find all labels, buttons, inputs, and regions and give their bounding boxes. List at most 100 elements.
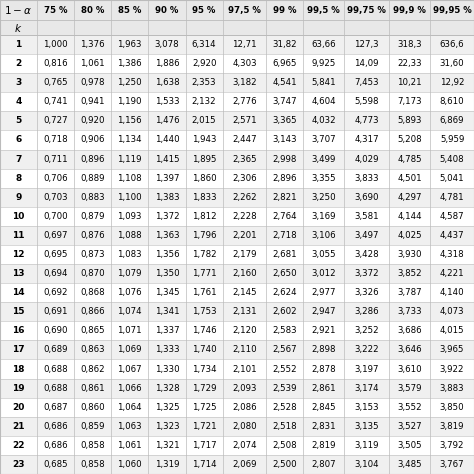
Bar bbox=[36, 73, 74, 92]
Text: 1,064: 1,064 bbox=[118, 403, 142, 412]
Bar bbox=[303, 359, 344, 379]
Text: 3,326: 3,326 bbox=[354, 288, 379, 297]
Text: 0,866: 0,866 bbox=[80, 307, 105, 316]
Bar bbox=[223, 340, 266, 359]
Text: 1,079: 1,079 bbox=[118, 269, 142, 278]
Bar bbox=[36, 283, 74, 302]
Bar bbox=[389, 111, 430, 130]
Bar bbox=[185, 436, 223, 455]
Text: 2,571: 2,571 bbox=[232, 117, 257, 126]
Text: 23: 23 bbox=[12, 460, 25, 469]
Text: 3,485: 3,485 bbox=[397, 460, 422, 469]
Text: 0,865: 0,865 bbox=[80, 326, 105, 335]
Bar bbox=[0, 35, 36, 54]
Text: 0,863: 0,863 bbox=[80, 346, 105, 355]
Text: 1,753: 1,753 bbox=[192, 307, 217, 316]
Text: 1,717: 1,717 bbox=[192, 441, 217, 450]
Text: 1,356: 1,356 bbox=[155, 250, 179, 259]
Text: 3,250: 3,250 bbox=[311, 193, 336, 202]
Bar bbox=[430, 359, 474, 379]
Bar bbox=[430, 379, 474, 398]
Text: 0,727: 0,727 bbox=[43, 117, 68, 126]
Text: 3,197: 3,197 bbox=[354, 365, 379, 374]
Bar bbox=[303, 149, 344, 169]
Bar bbox=[185, 379, 223, 398]
Bar bbox=[74, 321, 111, 340]
Bar bbox=[36, 398, 74, 417]
Text: 6,314: 6,314 bbox=[192, 40, 217, 49]
Text: 0,700: 0,700 bbox=[43, 212, 68, 221]
Bar bbox=[389, 321, 430, 340]
Bar bbox=[303, 111, 344, 130]
Text: 4,773: 4,773 bbox=[354, 117, 379, 126]
Text: 85 %: 85 % bbox=[118, 6, 141, 15]
Text: 0,906: 0,906 bbox=[80, 136, 105, 145]
Bar bbox=[389, 73, 430, 92]
Bar bbox=[111, 226, 148, 245]
Bar bbox=[430, 20, 474, 35]
Bar bbox=[266, 149, 303, 169]
Text: 2,831: 2,831 bbox=[311, 422, 336, 431]
Bar bbox=[303, 130, 344, 149]
Text: 63,66: 63,66 bbox=[311, 40, 336, 49]
Bar bbox=[185, 359, 223, 379]
Text: 6,869: 6,869 bbox=[440, 117, 465, 126]
Bar bbox=[111, 245, 148, 264]
Text: 1,071: 1,071 bbox=[118, 326, 142, 335]
Text: 3,922: 3,922 bbox=[440, 365, 465, 374]
Text: 4,221: 4,221 bbox=[440, 269, 465, 278]
Text: 17: 17 bbox=[12, 346, 25, 355]
Bar bbox=[266, 130, 303, 149]
Bar bbox=[344, 417, 389, 436]
Bar bbox=[430, 283, 474, 302]
Text: 1,771: 1,771 bbox=[192, 269, 217, 278]
Bar bbox=[266, 321, 303, 340]
Bar bbox=[223, 188, 266, 207]
Bar bbox=[344, 398, 389, 417]
Text: 1,746: 1,746 bbox=[192, 326, 217, 335]
Bar bbox=[36, 436, 74, 455]
Text: 1,119: 1,119 bbox=[118, 155, 142, 164]
Bar bbox=[36, 226, 74, 245]
Bar bbox=[303, 20, 344, 35]
Text: 1,321: 1,321 bbox=[155, 441, 179, 450]
Text: 8,610: 8,610 bbox=[440, 97, 465, 106]
Text: 1,063: 1,063 bbox=[118, 422, 142, 431]
Bar bbox=[148, 0, 185, 20]
Bar bbox=[36, 54, 74, 73]
Bar bbox=[303, 321, 344, 340]
Text: 2,120: 2,120 bbox=[232, 326, 257, 335]
Text: 1,341: 1,341 bbox=[155, 307, 179, 316]
Text: 3,372: 3,372 bbox=[354, 269, 379, 278]
Text: 3,365: 3,365 bbox=[273, 117, 297, 126]
Bar bbox=[74, 130, 111, 149]
Bar bbox=[430, 73, 474, 92]
Text: 10: 10 bbox=[12, 212, 25, 221]
Bar bbox=[344, 92, 389, 111]
Text: 1,782: 1,782 bbox=[192, 250, 217, 259]
Bar bbox=[148, 54, 185, 73]
Bar bbox=[303, 226, 344, 245]
Text: 0,692: 0,692 bbox=[43, 288, 68, 297]
Text: 3,428: 3,428 bbox=[354, 250, 379, 259]
Text: 3,646: 3,646 bbox=[397, 346, 422, 355]
Bar bbox=[266, 169, 303, 188]
Bar bbox=[430, 321, 474, 340]
Text: 1,333: 1,333 bbox=[155, 346, 179, 355]
Text: 0,706: 0,706 bbox=[43, 173, 68, 182]
Bar bbox=[389, 35, 430, 54]
Bar bbox=[344, 0, 389, 20]
Bar bbox=[344, 149, 389, 169]
Bar bbox=[344, 188, 389, 207]
Text: 2,145: 2,145 bbox=[232, 288, 257, 297]
Bar bbox=[430, 436, 474, 455]
Bar bbox=[389, 149, 430, 169]
Text: 1,323: 1,323 bbox=[155, 422, 179, 431]
Text: 1,376: 1,376 bbox=[80, 40, 105, 49]
Text: 0,741: 0,741 bbox=[43, 97, 68, 106]
Text: 0,688: 0,688 bbox=[43, 383, 68, 392]
Bar bbox=[148, 302, 185, 321]
Text: 0,876: 0,876 bbox=[80, 231, 105, 240]
Bar bbox=[0, 149, 36, 169]
Text: 2,920: 2,920 bbox=[192, 59, 216, 68]
